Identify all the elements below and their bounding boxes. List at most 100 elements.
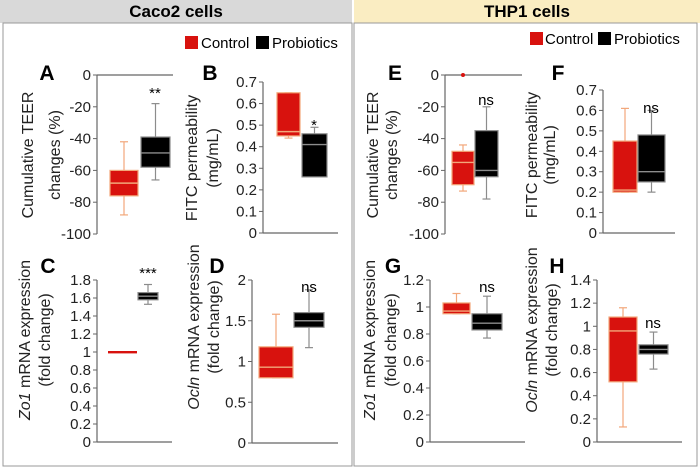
y-tick-label: 0.3 bbox=[576, 164, 597, 181]
y-tick-label: 0 bbox=[83, 434, 91, 451]
box-body bbox=[474, 130, 499, 178]
y-tick-label: 0.1 bbox=[236, 203, 257, 220]
y-tick-label: 0.7 bbox=[576, 82, 597, 99]
y-tick-label: 0 bbox=[238, 435, 246, 452]
right-panel-border bbox=[353, 22, 698, 467]
y-axis-label: Ocln mRNA expression bbox=[524, 247, 541, 412]
panel-letter: E bbox=[388, 62, 402, 85]
y-tick-label: 0.8 bbox=[570, 341, 591, 358]
y-tick-label: -60 bbox=[69, 162, 91, 179]
control-box bbox=[109, 141, 139, 216]
panel-letter: C bbox=[40, 255, 55, 278]
y-tick-label: 0.5 bbox=[225, 394, 246, 411]
probiotics-box bbox=[293, 289, 325, 349]
y-tick-label: 0.4 bbox=[403, 380, 424, 397]
y-tick-label: 0.2 bbox=[576, 184, 597, 201]
legend-control-label: Control bbox=[545, 31, 593, 48]
box-body bbox=[451, 150, 475, 186]
legend-control-swatch bbox=[185, 36, 198, 49]
y-tick-label: 0.1 bbox=[576, 205, 597, 222]
legend-right: Control Probiotics bbox=[530, 31, 680, 48]
box-body bbox=[293, 312, 325, 328]
box-body bbox=[608, 316, 638, 383]
significance-label: ** bbox=[149, 85, 161, 102]
y-axis-label-text: mRNA expression bbox=[186, 244, 203, 377]
significance-label: ns bbox=[479, 279, 495, 296]
y-axis-label: Cumulative TEER bbox=[365, 92, 382, 219]
y-tick-label: 0.2 bbox=[236, 182, 257, 199]
y-tick-label: -60 bbox=[417, 162, 439, 179]
panel-d: 0 0.5 1 1.5 2D Ocln mRNA expression (fold chan… bbox=[186, 244, 338, 452]
gene-name: Ocln bbox=[186, 377, 203, 410]
legend-probiotics-label: Probiotics bbox=[614, 31, 680, 48]
control-box bbox=[258, 313, 294, 379]
probiotics-box bbox=[471, 295, 503, 339]
control-box bbox=[608, 307, 638, 428]
panel-letter: G bbox=[385, 255, 401, 278]
significance-label: * bbox=[311, 117, 317, 134]
y-axis-label: (mg/mL) bbox=[205, 128, 222, 188]
y-axis-label: Zo1 mRNA expression bbox=[17, 260, 34, 421]
probiotics-box bbox=[137, 283, 159, 305]
box-body bbox=[301, 133, 328, 178]
gene-name: Zo1 bbox=[17, 392, 34, 421]
panel-h: 0 0.2 0.4 0.6 0.8 1 1.2 1.4 H Ocln mRNA expressio… bbox=[524, 247, 682, 451]
probiotics-box bbox=[474, 106, 499, 200]
y-axis-label: (fold change) bbox=[37, 293, 54, 386]
y-tick-label: 0.6 bbox=[570, 365, 591, 382]
y-tick-label: -20 bbox=[417, 99, 439, 116]
y-tick-label: 1 bbox=[83, 344, 91, 361]
box-body bbox=[637, 134, 666, 183]
legend-control-swatch bbox=[530, 32, 543, 45]
panel-letter: D bbox=[209, 255, 224, 278]
y-tick-label: 0 bbox=[583, 434, 591, 451]
outlier-point bbox=[461, 73, 465, 77]
box-body bbox=[612, 140, 638, 193]
control-box bbox=[612, 107, 638, 193]
y-tick-label: 0.2 bbox=[570, 411, 591, 428]
y-axis-label-text: mRNA expression bbox=[17, 260, 34, 393]
panel-letter: F bbox=[552, 62, 565, 85]
y-tick-label: 0.7 bbox=[236, 74, 257, 91]
y-tick-label: 0.2 bbox=[403, 407, 424, 424]
legend-control-label: Control bbox=[201, 35, 249, 52]
y-axis-label: changes (%) bbox=[384, 110, 401, 200]
probiotics-box bbox=[638, 331, 669, 370]
y-axis-label: Cumulative TEER bbox=[20, 92, 37, 219]
y-tick-label: 0.6 bbox=[576, 102, 597, 119]
y-tick-label: 0.5 bbox=[576, 123, 597, 140]
y-tick-label: -40 bbox=[69, 131, 91, 148]
y-tick-label: 0.4 bbox=[576, 143, 597, 160]
control-box bbox=[451, 73, 475, 192]
probiotics-box bbox=[140, 103, 171, 181]
control-box bbox=[442, 292, 471, 315]
y-axis-label-text: mRNA expression bbox=[524, 247, 541, 380]
significance-label: ns bbox=[645, 315, 661, 332]
y-tick-label: 1.6 bbox=[70, 290, 91, 307]
y-tick-label: -20 bbox=[69, 99, 91, 116]
probiotics-box bbox=[301, 126, 328, 178]
gene-name: Ocln bbox=[524, 380, 541, 413]
y-tick-label: -100 bbox=[61, 226, 91, 243]
left-header-bg bbox=[0, 0, 352, 23]
panel-letter: H bbox=[549, 255, 564, 278]
y-tick-label: 0 bbox=[589, 225, 597, 242]
y-tick-label: 1.5 bbox=[225, 313, 246, 330]
y-tick-label: 0.3 bbox=[236, 160, 257, 177]
panel-c: 00.20.40.60.811.21.41.61.8 C Zo1 mRNA expr… bbox=[17, 255, 172, 451]
y-tick-label: 0.4 bbox=[236, 139, 257, 156]
y-tick-label: 0 bbox=[416, 434, 424, 451]
box-body bbox=[442, 302, 471, 315]
legend-probiotics-swatch bbox=[256, 36, 269, 49]
legend-probiotics-label: Probiotics bbox=[272, 35, 338, 52]
y-axis-label: (mg/mL) bbox=[542, 125, 559, 185]
box-body bbox=[108, 351, 137, 354]
y-tick-label: 1.2 bbox=[403, 272, 424, 289]
y-axis-label: (fold change) bbox=[206, 280, 223, 373]
y-axis-label: Ocln mRNA expression bbox=[186, 244, 203, 409]
y-tick-label: 0 bbox=[431, 67, 439, 84]
y-axis-label: FITC permeability bbox=[184, 95, 201, 221]
y-tick-label: 0.4 bbox=[570, 388, 591, 405]
y-tick-label: 0.6 bbox=[70, 380, 91, 397]
